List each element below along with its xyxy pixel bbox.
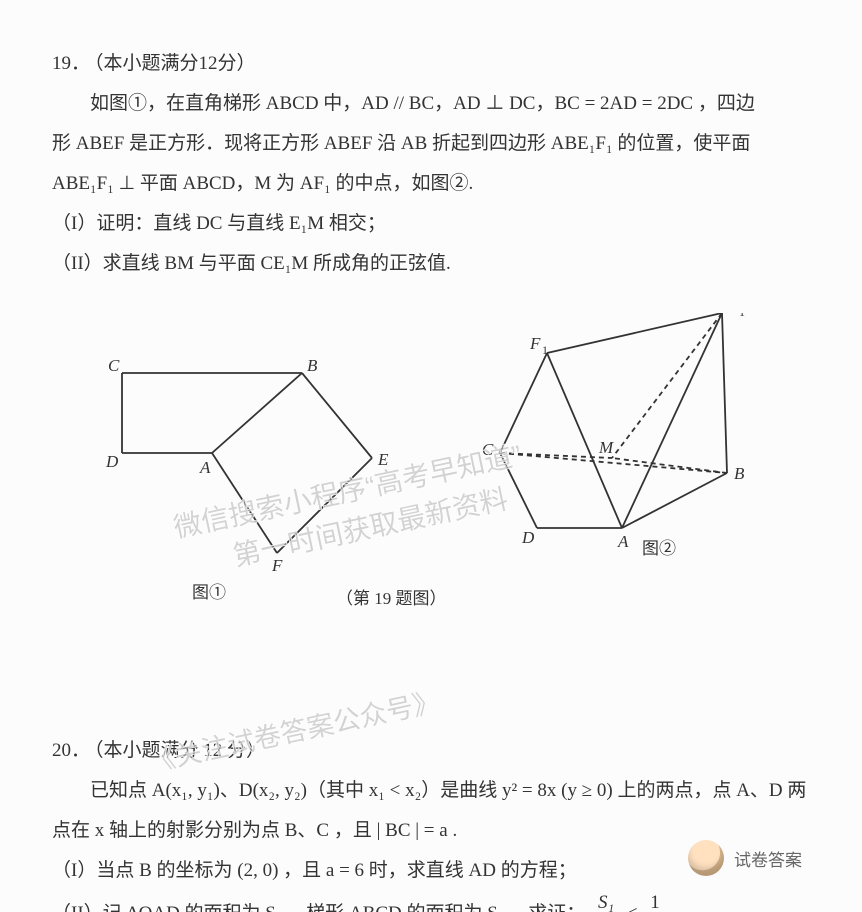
- q20-points: （本小题满分 12 分）: [94, 740, 265, 761]
- svg-text:D: D: [521, 528, 535, 547]
- svg-text:F: F: [529, 334, 541, 353]
- q19-caption: （第 19 题图）: [336, 583, 447, 615]
- fig2-label: 图②: [642, 533, 676, 565]
- q19-figures: C B D A E F 图① E1 F1 C M B D: [102, 313, 822, 623]
- svg-text:B: B: [734, 464, 745, 483]
- svg-text:M: M: [598, 438, 614, 457]
- q19-number: 19．: [52, 53, 90, 74]
- q19-part2: （II）求直线 BM 与平面 CE₁M 所成角的正弦值.: [52, 246, 810, 282]
- q20-line1a: 已知点 A(x₁, y₁)、D(x₂, y₂)（其中 x₁ < x₂）是曲线 y…: [52, 773, 810, 809]
- svg-text:1: 1: [739, 313, 745, 319]
- svg-text:A: A: [617, 532, 629, 551]
- q20-part2: （II）记 ΔOAD 的面积为 S₁ ，梯形 ABCD 的面积为 S₂ ，求证：…: [52, 893, 810, 912]
- q20-frac-lhs: S₁ S₂: [594, 893, 618, 912]
- svg-text:F: F: [271, 556, 283, 575]
- q20-rel: <: [627, 903, 638, 912]
- q19-heading: 19．（本小题满分12分）: [52, 46, 810, 82]
- q20-tail: .: [673, 903, 678, 912]
- q19-part1: （I）证明：直线 DC 与直线 E₁M 相交；: [52, 206, 810, 242]
- q19-figure2: E1 F1 C M B D A: [482, 313, 772, 563]
- fig1-label: 图①: [192, 577, 226, 609]
- svg-text:E: E: [726, 313, 738, 315]
- q19-line3: ABE₁F₁ ⊥ 平面 ABCD，M 为 AF₁ 的中点，如图②.: [52, 166, 810, 202]
- svg-text:B: B: [307, 356, 318, 375]
- q19-points: （本小题满分12分）: [94, 53, 256, 74]
- q19-figure1: C B D A E F: [102, 353, 402, 583]
- footer-branding: 试卷答案: [688, 840, 802, 876]
- q19-line2: 形 ABEF 是正方形．现将正方形 ABEF 沿 AB 折起到四边形 ABE₁F…: [52, 126, 810, 162]
- svg-text:C: C: [108, 356, 120, 375]
- svg-text:D: D: [105, 452, 119, 471]
- footer-avatar-icon: [688, 840, 724, 876]
- q20-part2-text: （II）记 ΔOAD 的面积为 S₁ ，梯形 ABCD 的面积为 S₂ ，求证：: [52, 903, 585, 912]
- svg-text:E: E: [377, 450, 389, 469]
- q20-number: 20．: [52, 740, 90, 761]
- q20-heading: 20．（本小题满分 12 分）: [52, 733, 810, 769]
- q20-frac-rhs: 1 4: [646, 893, 664, 912]
- q19-line1: 如图①，在直角梯形 ABCD 中，AD // BC，AD ⊥ DC，BC = 2…: [52, 86, 810, 122]
- svg-text:1: 1: [542, 343, 548, 357]
- svg-text:A: A: [199, 458, 211, 477]
- svg-text:C: C: [482, 440, 494, 459]
- footer-label: 试卷答案: [734, 846, 802, 871]
